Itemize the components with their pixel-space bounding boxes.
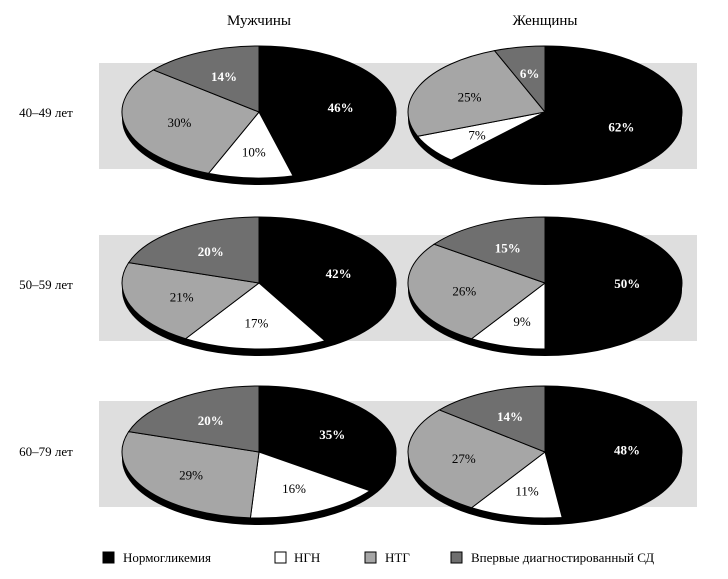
pie-women-50-59: 50% 9% 26% 15% — [407, 216, 683, 356]
slice-label-ntg: 29% — [179, 467, 203, 482]
legend-label-ngn: НГН — [294, 550, 320, 565]
slice-label-new-diabetes: 20% — [198, 244, 224, 259]
pie-women-60-79: 48% 11% 27% 14% — [407, 385, 683, 525]
slice-normoglycemia — [258, 385, 397, 492]
slice-label-new-diabetes: 6% — [520, 66, 540, 81]
legend-label-new-diabetes: Впервые диагностированный СД — [471, 550, 654, 565]
slice-label-ngn: 10% — [242, 145, 266, 160]
slice-label-normoglycemia: 50% — [614, 276, 640, 291]
row-label-40-49: 40–49 лет — [19, 105, 73, 120]
column-title-men: Мужчины — [227, 13, 291, 29]
legend-swatch-normoglycemia — [102, 551, 115, 564]
slice-label-ntg: 25% — [458, 89, 482, 104]
column-title-women: Женщины — [512, 13, 577, 29]
slice-label-ngn: 17% — [244, 316, 268, 331]
slice-label-ntg: 21% — [170, 289, 194, 304]
pie-men-60-79: 35% 16% 29% 20% — [121, 385, 397, 525]
pie-men-50-59: 42% 17% 21% 20% — [121, 216, 397, 356]
legend: Нормогликемия НГН НТГ Впервые диагностир… — [102, 550, 654, 565]
slice-label-ntg: 30% — [167, 115, 191, 130]
slice-ngn — [184, 282, 327, 350]
slice-label-ngn: 9% — [513, 314, 531, 329]
slice-ntg — [407, 243, 547, 340]
slice-normoglycemia — [258, 216, 397, 342]
legend-swatch-ngn — [274, 551, 287, 564]
legend-swatch-new-diabetes — [450, 551, 463, 564]
legend-label-ntg: НТГ — [385, 550, 410, 565]
slice-label-new-diabetes: 15% — [495, 241, 521, 256]
slice-label-normoglycemia: 48% — [614, 443, 640, 458]
slice-label-new-diabetes: 20% — [198, 413, 224, 428]
slice-normoglycemia — [450, 45, 683, 179]
slice-ntg — [121, 69, 260, 174]
slice-ntg — [407, 409, 547, 509]
row-label-50-59: 50–59 лет — [19, 277, 73, 292]
slice-ngn — [470, 451, 563, 519]
slice-new-diabetes — [127, 385, 260, 453]
slice-normoglycemia — [544, 385, 683, 519]
legend-swatch-ntg — [364, 551, 377, 564]
slice-new-diabetes — [493, 45, 546, 114]
slice-label-normoglycemia: 42% — [326, 266, 352, 281]
slice-label-normoglycemia: 35% — [319, 427, 345, 442]
slice-ngn — [249, 451, 371, 519]
pie-women-40-49: 62% 7% 25% 6% — [407, 45, 683, 185]
pie-men-40-49: 46% 10% 30% 14% — [121, 45, 397, 185]
slice-label-ngn: 11% — [515, 484, 539, 499]
row-label-60-79: 60–79 лет — [19, 444, 73, 459]
slice-label-normoglycemia: 62% — [608, 120, 634, 135]
slice-new-diabetes — [152, 45, 260, 113]
slice-normoglycemia — [544, 216, 683, 350]
slice-label-new-diabetes: 14% — [211, 69, 237, 84]
slice-label-ngn: 7% — [468, 127, 486, 142]
slice-label-new-diabetes: 14% — [497, 409, 523, 424]
slice-label-ngn: 16% — [282, 481, 306, 496]
slice-new-diabetes — [438, 385, 546, 453]
slice-label-ntg: 27% — [452, 451, 476, 466]
slice-ntg — [407, 50, 546, 137]
slice-normoglycemia — [258, 45, 397, 177]
legend-label-normoglycemia: Нормогликемия — [123, 550, 211, 565]
slice-ntg — [121, 262, 261, 340]
slice-new-diabetes — [127, 216, 260, 284]
slice-label-ntg: 26% — [452, 283, 476, 298]
slice-new-diabetes — [433, 216, 546, 284]
slice-ngn — [207, 111, 294, 179]
slice-label-normoglycemia: 46% — [328, 100, 354, 115]
slice-ntg — [121, 431, 260, 519]
